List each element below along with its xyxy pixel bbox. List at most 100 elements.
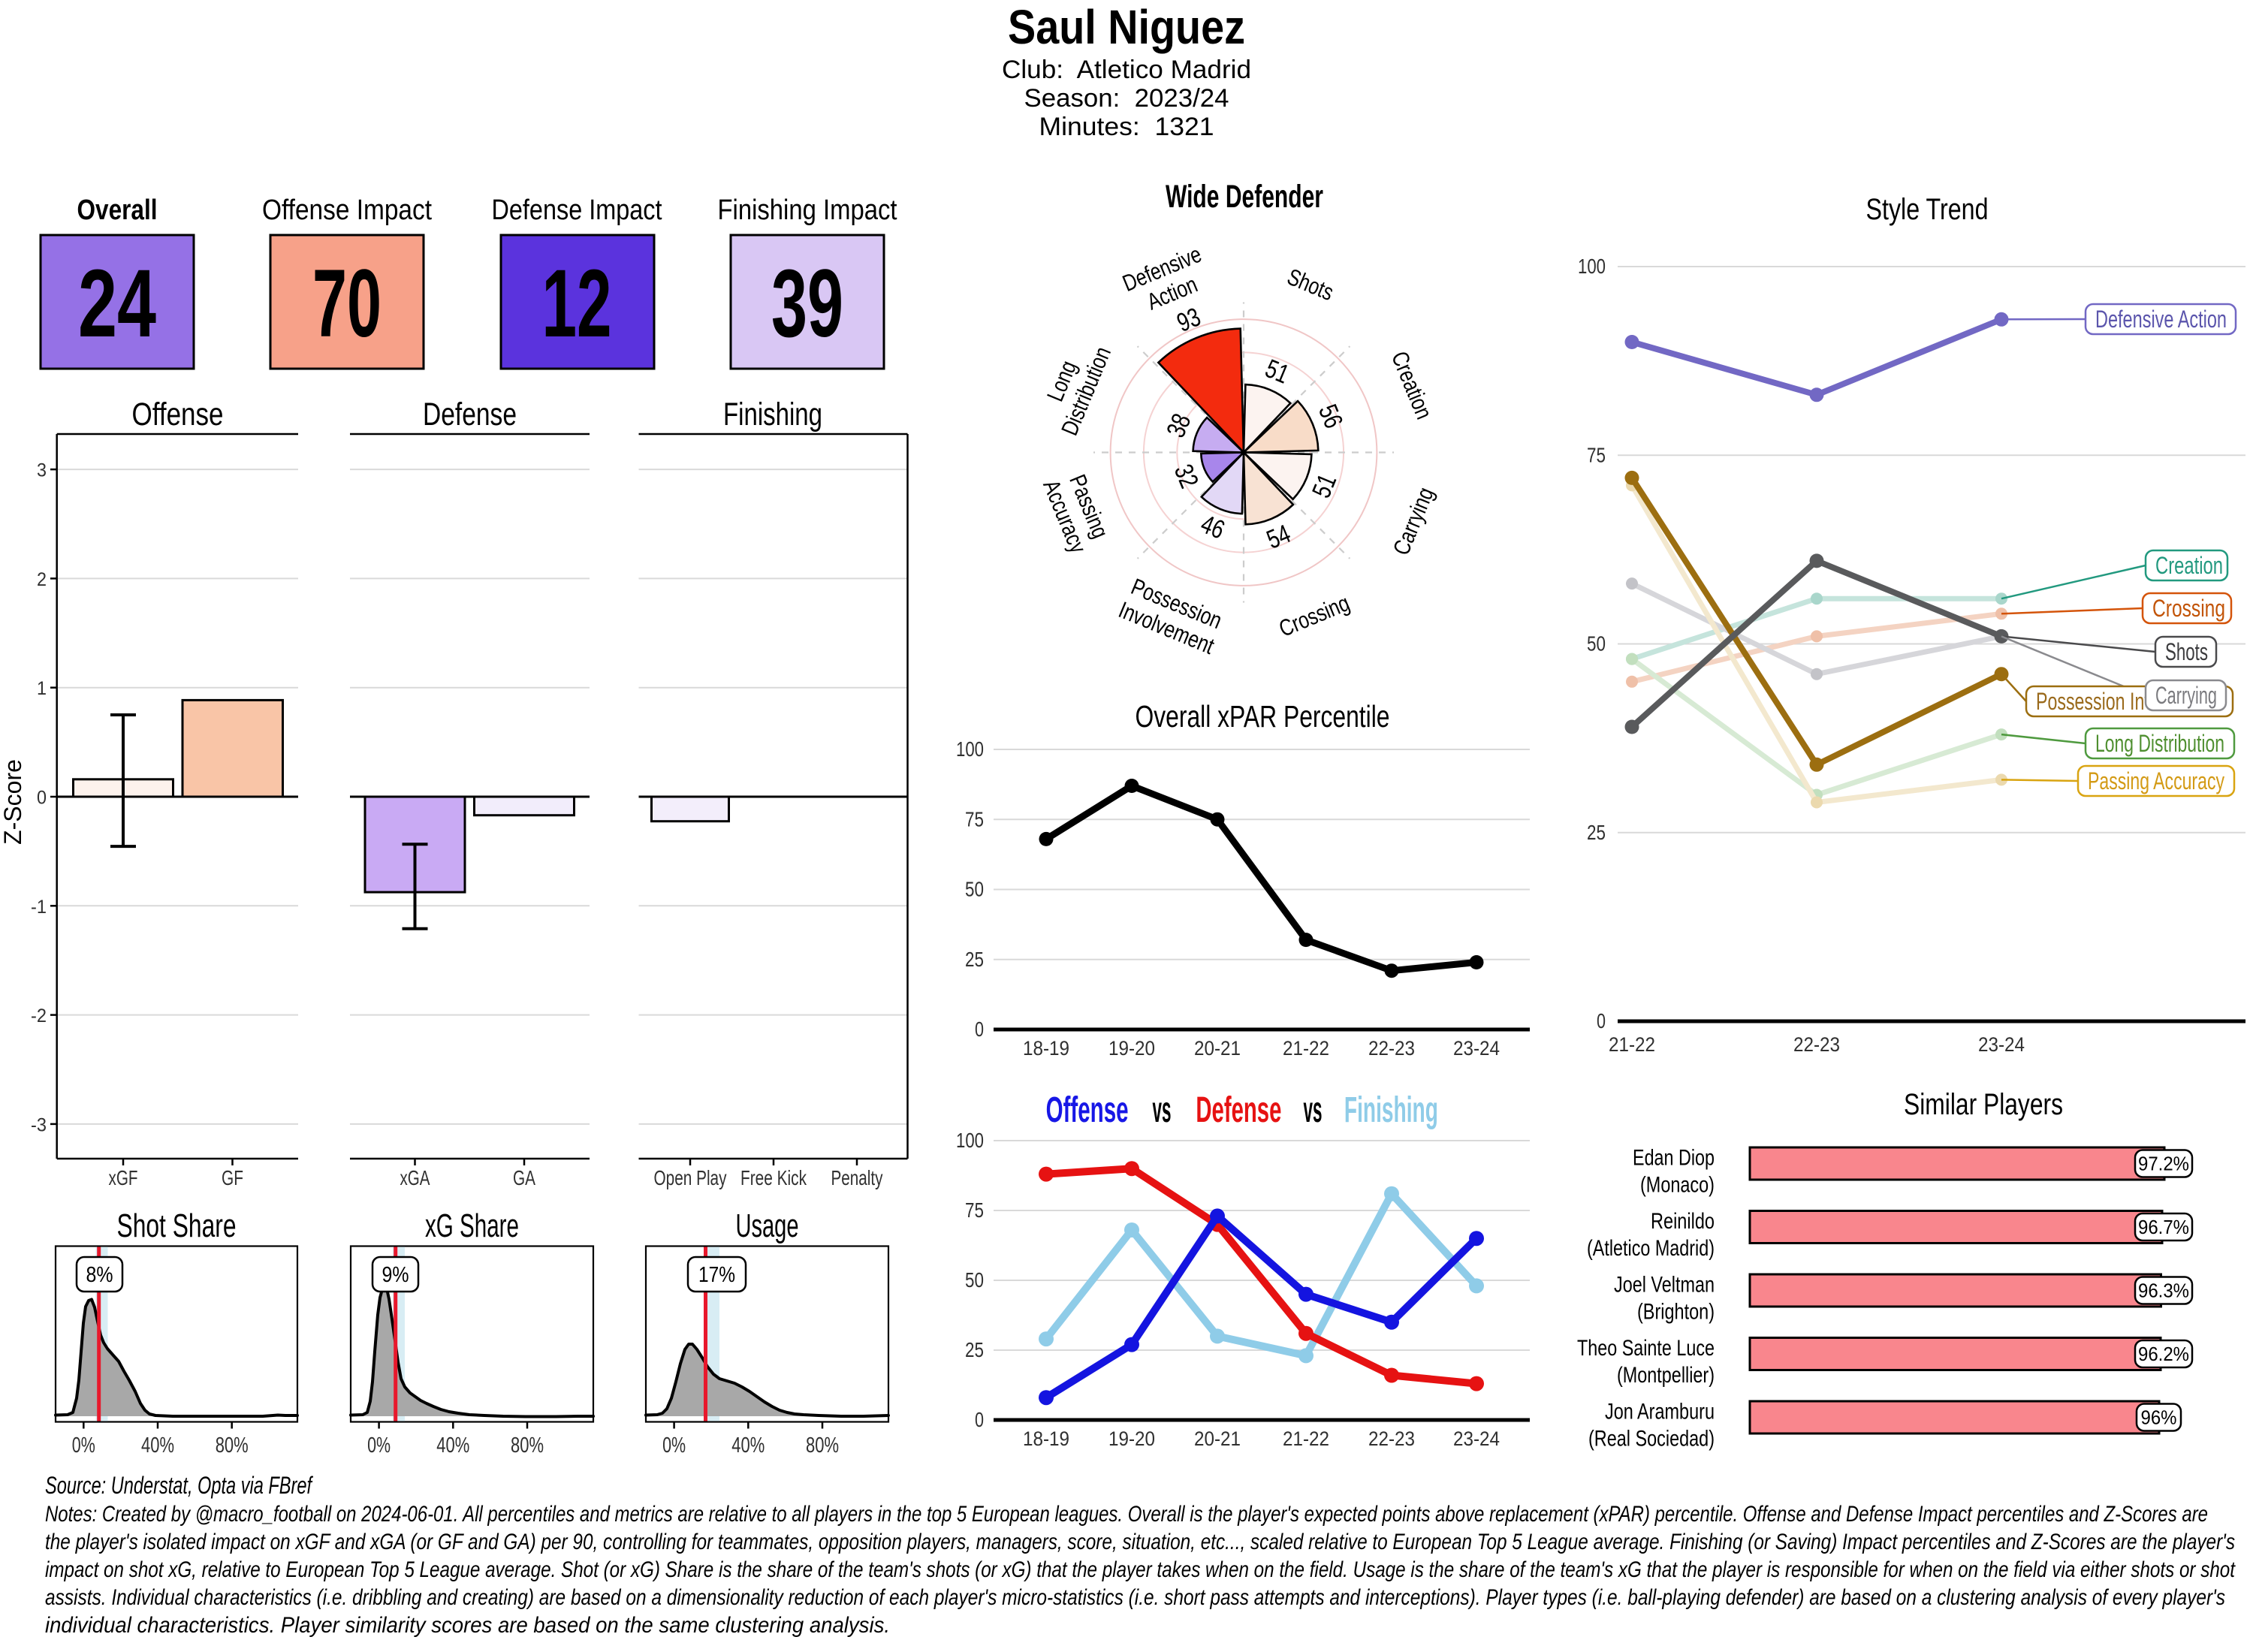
svg-text:39: 39 bbox=[771, 250, 843, 357]
svg-text:75: 75 bbox=[965, 807, 984, 831]
svg-text:22-23: 22-23 bbox=[1793, 1033, 1840, 1056]
svg-text:Jon Aramburu: Jon Aramburu bbox=[1605, 1400, 1715, 1424]
svg-text:19-20: 19-20 bbox=[1108, 1037, 1155, 1060]
svg-text:25: 25 bbox=[1587, 821, 1606, 844]
svg-text:21-22: 21-22 bbox=[1283, 1427, 1329, 1450]
svg-text:50: 50 bbox=[965, 878, 984, 901]
svg-text:Defense: Defense bbox=[423, 396, 517, 433]
svg-text:Carrying: Carrying bbox=[2155, 682, 2217, 709]
svg-text:Overall: Overall bbox=[77, 194, 158, 226]
svg-text:Wide Defender: Wide Defender bbox=[1166, 179, 1323, 215]
svg-text:Saul Niguez: Saul Niguez bbox=[1008, 0, 1245, 54]
svg-text:Offense: Offense bbox=[132, 396, 224, 433]
svg-text:Source: Understat, Opta via FB: Source: Understat, Opta via FBref bbox=[45, 1472, 313, 1499]
svg-text:Penalty: Penalty bbox=[831, 1166, 883, 1189]
svg-text:18-19: 18-19 bbox=[1023, 1427, 1069, 1450]
svg-text:0: 0 bbox=[975, 1408, 984, 1431]
svg-text:(Brighton): (Brighton) bbox=[1637, 1300, 1715, 1325]
svg-text:40%: 40% bbox=[141, 1433, 174, 1458]
svg-text:Club: Atletico Madrid: Club: Atletico Madrid bbox=[1002, 56, 1251, 84]
svg-text:Offense: Offense bbox=[1046, 1090, 1129, 1130]
svg-text:Creation: Creation bbox=[2155, 552, 2223, 579]
svg-text:vs: vs bbox=[1304, 1090, 1323, 1130]
svg-text:20-21: 20-21 bbox=[1194, 1037, 1241, 1060]
svg-text:75: 75 bbox=[965, 1198, 984, 1222]
svg-text:assists. Individual characteri: assists. Individual characteristics (i.e… bbox=[45, 1585, 2225, 1610]
svg-text:Free Kick: Free Kick bbox=[740, 1166, 807, 1189]
svg-text:2: 2 bbox=[37, 569, 47, 590]
svg-text:0%: 0% bbox=[662, 1433, 686, 1458]
svg-text:Long Distribution: Long Distribution bbox=[2095, 730, 2224, 757]
svg-text:50: 50 bbox=[1587, 632, 1606, 656]
svg-text:Shot Share: Shot Share bbox=[117, 1207, 237, 1244]
svg-text:22-23: 22-23 bbox=[1368, 1037, 1415, 1060]
svg-text:97.2%: 97.2% bbox=[2138, 1153, 2189, 1175]
svg-text:20-21: 20-21 bbox=[1194, 1427, 1241, 1450]
svg-text:50: 50 bbox=[965, 1268, 984, 1292]
svg-text:(Montpellier): (Montpellier) bbox=[1617, 1363, 1715, 1388]
svg-text:(Monaco): (Monaco) bbox=[1640, 1173, 1715, 1198]
svg-text:-1: -1 bbox=[31, 897, 47, 918]
svg-text:(Real Sociedad): (Real Sociedad) bbox=[1588, 1427, 1715, 1452]
svg-text:0%: 0% bbox=[72, 1433, 95, 1458]
svg-text:Crossing: Crossing bbox=[2152, 595, 2225, 622]
svg-text:-3: -3 bbox=[31, 1114, 47, 1135]
svg-text:100: 100 bbox=[1578, 255, 1606, 278]
svg-text:Finishing: Finishing bbox=[723, 396, 822, 433]
svg-text:GA: GA bbox=[513, 1166, 535, 1189]
svg-text:Z-Score: Z-Score bbox=[0, 759, 26, 845]
svg-text:23-24: 23-24 bbox=[1453, 1037, 1500, 1060]
svg-text:xG Share: xG Share bbox=[425, 1207, 519, 1244]
svg-text:Reinildo: Reinildo bbox=[1651, 1209, 1715, 1234]
svg-text:80%: 80% bbox=[511, 1433, 544, 1458]
svg-text:21-22: 21-22 bbox=[1283, 1037, 1329, 1060]
svg-text:Passing Accuracy: Passing Accuracy bbox=[2088, 767, 2224, 794]
svg-text:100: 100 bbox=[956, 1129, 984, 1152]
svg-text:Defense: Defense bbox=[1196, 1090, 1281, 1130]
svg-text:21-22: 21-22 bbox=[1609, 1033, 1655, 1056]
svg-text:Open Play: Open Play bbox=[654, 1166, 727, 1189]
svg-text:23-24: 23-24 bbox=[1978, 1033, 2025, 1056]
svg-text:Similar Players: Similar Players bbox=[1904, 1088, 2063, 1121]
svg-text:22-23: 22-23 bbox=[1368, 1427, 1415, 1450]
svg-text:96%: 96% bbox=[2141, 1406, 2177, 1429]
svg-text:Usage: Usage bbox=[736, 1207, 799, 1244]
svg-text:23-24: 23-24 bbox=[1453, 1427, 1500, 1450]
svg-text:GF: GF bbox=[222, 1166, 243, 1189]
svg-text:Joel Veltman: Joel Veltman bbox=[1614, 1273, 1715, 1298]
svg-text:individual characteristics. Pl: individual characteristics. Player simil… bbox=[45, 1613, 890, 1638]
svg-text:25: 25 bbox=[965, 948, 984, 971]
svg-text:(Atletico Madrid): (Atletico Madrid) bbox=[1587, 1236, 1715, 1261]
svg-text:Season: 2023/24: Season: 2023/24 bbox=[1024, 84, 1229, 113]
svg-text:Defensive Action: Defensive Action bbox=[2095, 306, 2227, 333]
svg-text:xGA: xGA bbox=[400, 1166, 430, 1189]
svg-text:96.7%: 96.7% bbox=[2138, 1216, 2189, 1238]
svg-text:17%: 17% bbox=[698, 1263, 735, 1287]
svg-text:80%: 80% bbox=[806, 1433, 839, 1458]
svg-text:3: 3 bbox=[37, 460, 47, 481]
svg-text:vs: vs bbox=[1153, 1090, 1172, 1130]
svg-text:Finishing: Finishing bbox=[1344, 1090, 1438, 1130]
svg-text:Minutes: 1321: Minutes: 1321 bbox=[1039, 113, 1214, 141]
svg-text:80%: 80% bbox=[216, 1433, 249, 1458]
svg-text:19-20: 19-20 bbox=[1108, 1427, 1155, 1450]
svg-text:96.2%: 96.2% bbox=[2138, 1343, 2189, 1365]
svg-text:25: 25 bbox=[965, 1338, 984, 1361]
svg-text:the player's isolated impact o: the player's isolated impact on xGF and … bbox=[45, 1530, 2235, 1554]
svg-text:0%: 0% bbox=[367, 1433, 391, 1458]
svg-text:100: 100 bbox=[956, 737, 984, 761]
svg-text:18-19: 18-19 bbox=[1023, 1037, 1069, 1060]
svg-text:0: 0 bbox=[975, 1017, 984, 1041]
svg-text:impact on shot xG, relative to: impact on shot xG, relative to European … bbox=[45, 1557, 2236, 1582]
svg-text:Overall xPAR Percentile: Overall xPAR Percentile bbox=[1136, 699, 1390, 734]
svg-text:9%: 9% bbox=[382, 1263, 409, 1287]
svg-text:-2: -2 bbox=[31, 1005, 47, 1026]
svg-text:Finishing Impact: Finishing Impact bbox=[718, 194, 897, 226]
svg-text:40%: 40% bbox=[436, 1433, 469, 1458]
svg-text:0: 0 bbox=[1597, 1009, 1606, 1032]
svg-text:8%: 8% bbox=[86, 1263, 113, 1287]
svg-text:0: 0 bbox=[37, 788, 47, 809]
svg-text:12: 12 bbox=[542, 250, 612, 357]
svg-text:Shots: Shots bbox=[2165, 638, 2208, 665]
svg-text:xGF: xGF bbox=[109, 1166, 138, 1189]
